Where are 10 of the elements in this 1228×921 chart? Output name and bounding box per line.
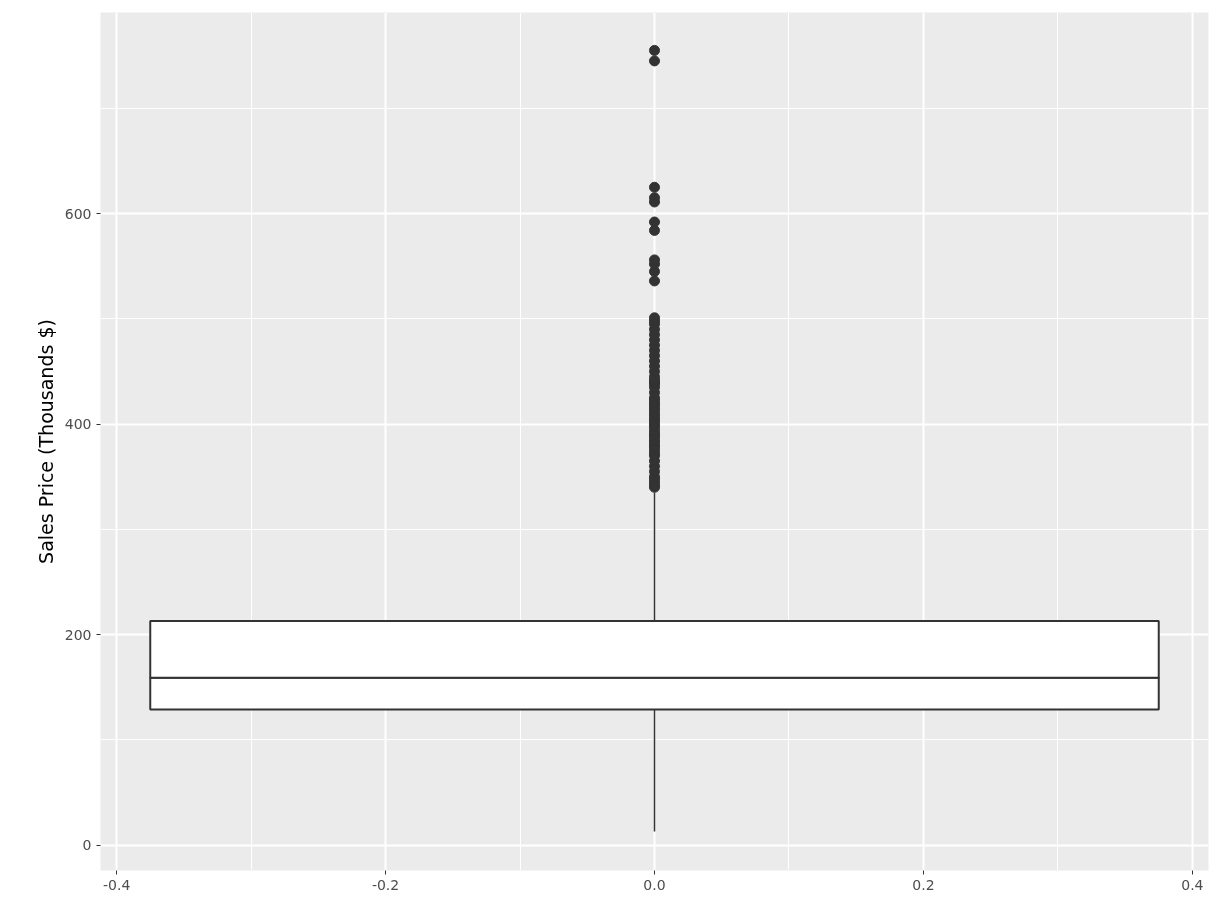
y-tick-label: 600 <box>64 205 92 222</box>
y-tick-label: 0 <box>82 837 92 854</box>
text: -0.4 <box>102 876 131 893</box>
text: 0.2 <box>912 876 935 893</box>
text: 0.0 <box>643 876 666 893</box>
y-tick-label: 200 <box>64 626 92 643</box>
text: -0.2 <box>371 876 400 893</box>
y-axis-title: Sales Price (Thousands $) <box>34 319 57 564</box>
y-tick-label: 400 <box>64 416 92 433</box>
text: 0.4 <box>1181 876 1204 893</box>
